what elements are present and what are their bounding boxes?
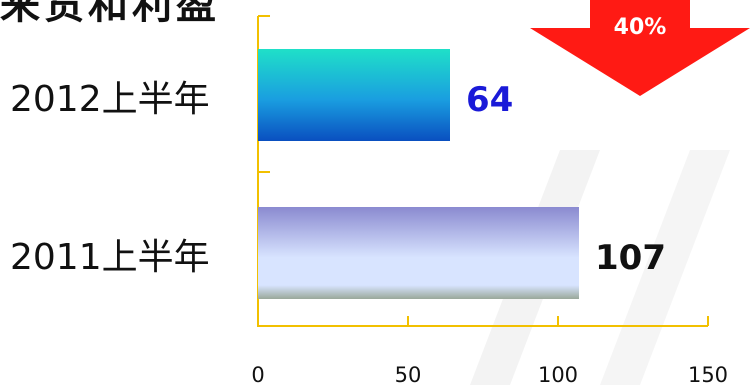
bar-2012-h1 [258,49,450,141]
decline-arrow-badge: 40% [530,0,750,96]
category-label-2012: 2012上半年 [10,79,210,120]
value-label-2011: 107 [595,238,666,278]
value-label-2012: 64 [466,80,513,120]
x-tick-label: 100 [538,363,578,385]
x-tick-label: 0 [251,363,264,385]
bar-2011-h1 [258,207,579,299]
x-tick-label: 50 [395,363,422,385]
x-axis-ticks: 0 50 100 150 [251,316,728,385]
category-label-2011: 2011上半年 [10,237,210,278]
chart-title-fragment: 来货和利盈 [0,0,220,28]
badge-label: 40% [614,15,667,40]
down-arrow-icon [530,0,750,96]
x-tick-label: 150 [688,363,728,385]
